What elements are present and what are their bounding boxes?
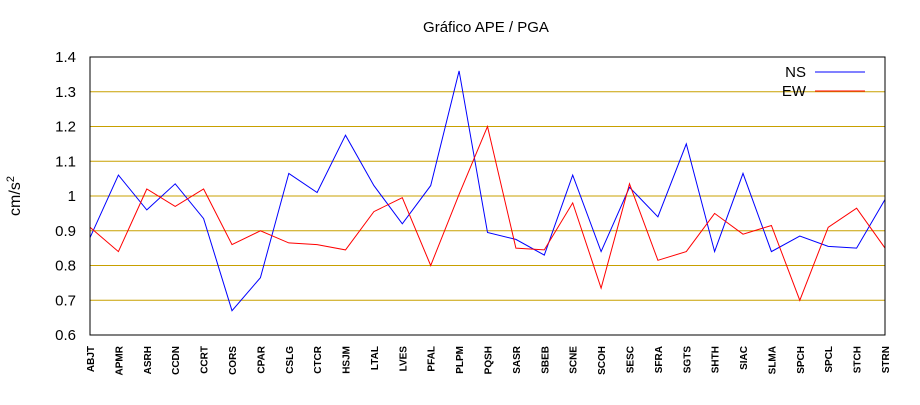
y-tick-label: 0.7 [55,292,76,309]
x-tick-label: CCDN [171,346,182,375]
y-tick-label: 0.9 [55,223,76,240]
y-axis-label: cm/s2 [5,176,24,216]
x-tick-label: SCOH [597,346,608,375]
x-tick-label: STRN [881,346,892,373]
x-tick-label: HSJM [342,346,353,374]
x-tick-label: LVES [398,346,409,372]
x-tick-label: SHTH [711,346,722,373]
x-tick-label: SGTS [682,346,693,374]
plot-frame [89,56,886,336]
x-tick-label: SBEB [540,346,551,374]
y-tick-label: 1.4 [55,49,76,66]
x-tick-label: PFAL [427,346,438,372]
legend-label-ns: NS [785,64,806,81]
x-tick-label: SLMA [767,346,778,374]
x-tick-label: ASRH [143,346,154,374]
x-tick-label: STCH [853,346,864,373]
y-tick-label: 1.2 [55,119,76,136]
x-tick-label: ABJT [86,346,97,372]
y-tick-labels: 0.6 0.7 0.8 0.9 1 1.1 1.2 1.3 1.4 [55,49,76,344]
x-tick-label: CORS [228,346,239,375]
series-lines [89,70,886,312]
y-tick-label: 1 [68,188,76,205]
y-tick-label: 1.3 [55,84,76,101]
x-tick-labels: ABJT APMR ASRH CCDN CCRT CORS CPAR CSLG CTCR HSJM… [86,345,892,375]
y-tick-label: 0.8 [55,258,76,275]
x-tick-label: SIAC [739,346,750,370]
x-tick-label: LTAL [370,346,381,370]
legend-label-ew: EW [782,83,807,100]
grid [90,91,885,301]
y-axis-label-text: cm/s [7,182,24,216]
x-tick-label: CCRT [200,346,211,374]
x-tick-label: PQSH [484,346,495,374]
x-tick-label: SASR [512,345,523,374]
x-tick-label: PLPM [455,346,466,374]
x-tick-label: SFRA [654,346,665,373]
y-axis-label-superscript: 2 [5,176,17,182]
x-tick-label: SPCH [796,346,807,374]
series-line-ns [89,70,886,312]
chart-title: Gráfico APE / PGA [423,19,549,36]
y-tick-label: 0.6 [55,327,76,344]
x-tick-label: CTCR [313,345,324,374]
x-tick-label: SCNE [569,346,580,374]
x-tick-label: SESC [625,346,636,373]
x-tick-label: APMR [114,345,125,375]
y-tick-label: 1.1 [55,153,76,170]
series-line-ew [89,124,886,302]
x-tick-label: CPAR [256,345,267,373]
x-tick-label: CSLG [285,346,296,374]
legend: NS EW [782,64,865,100]
x-tick-label: SPCL [824,346,835,373]
